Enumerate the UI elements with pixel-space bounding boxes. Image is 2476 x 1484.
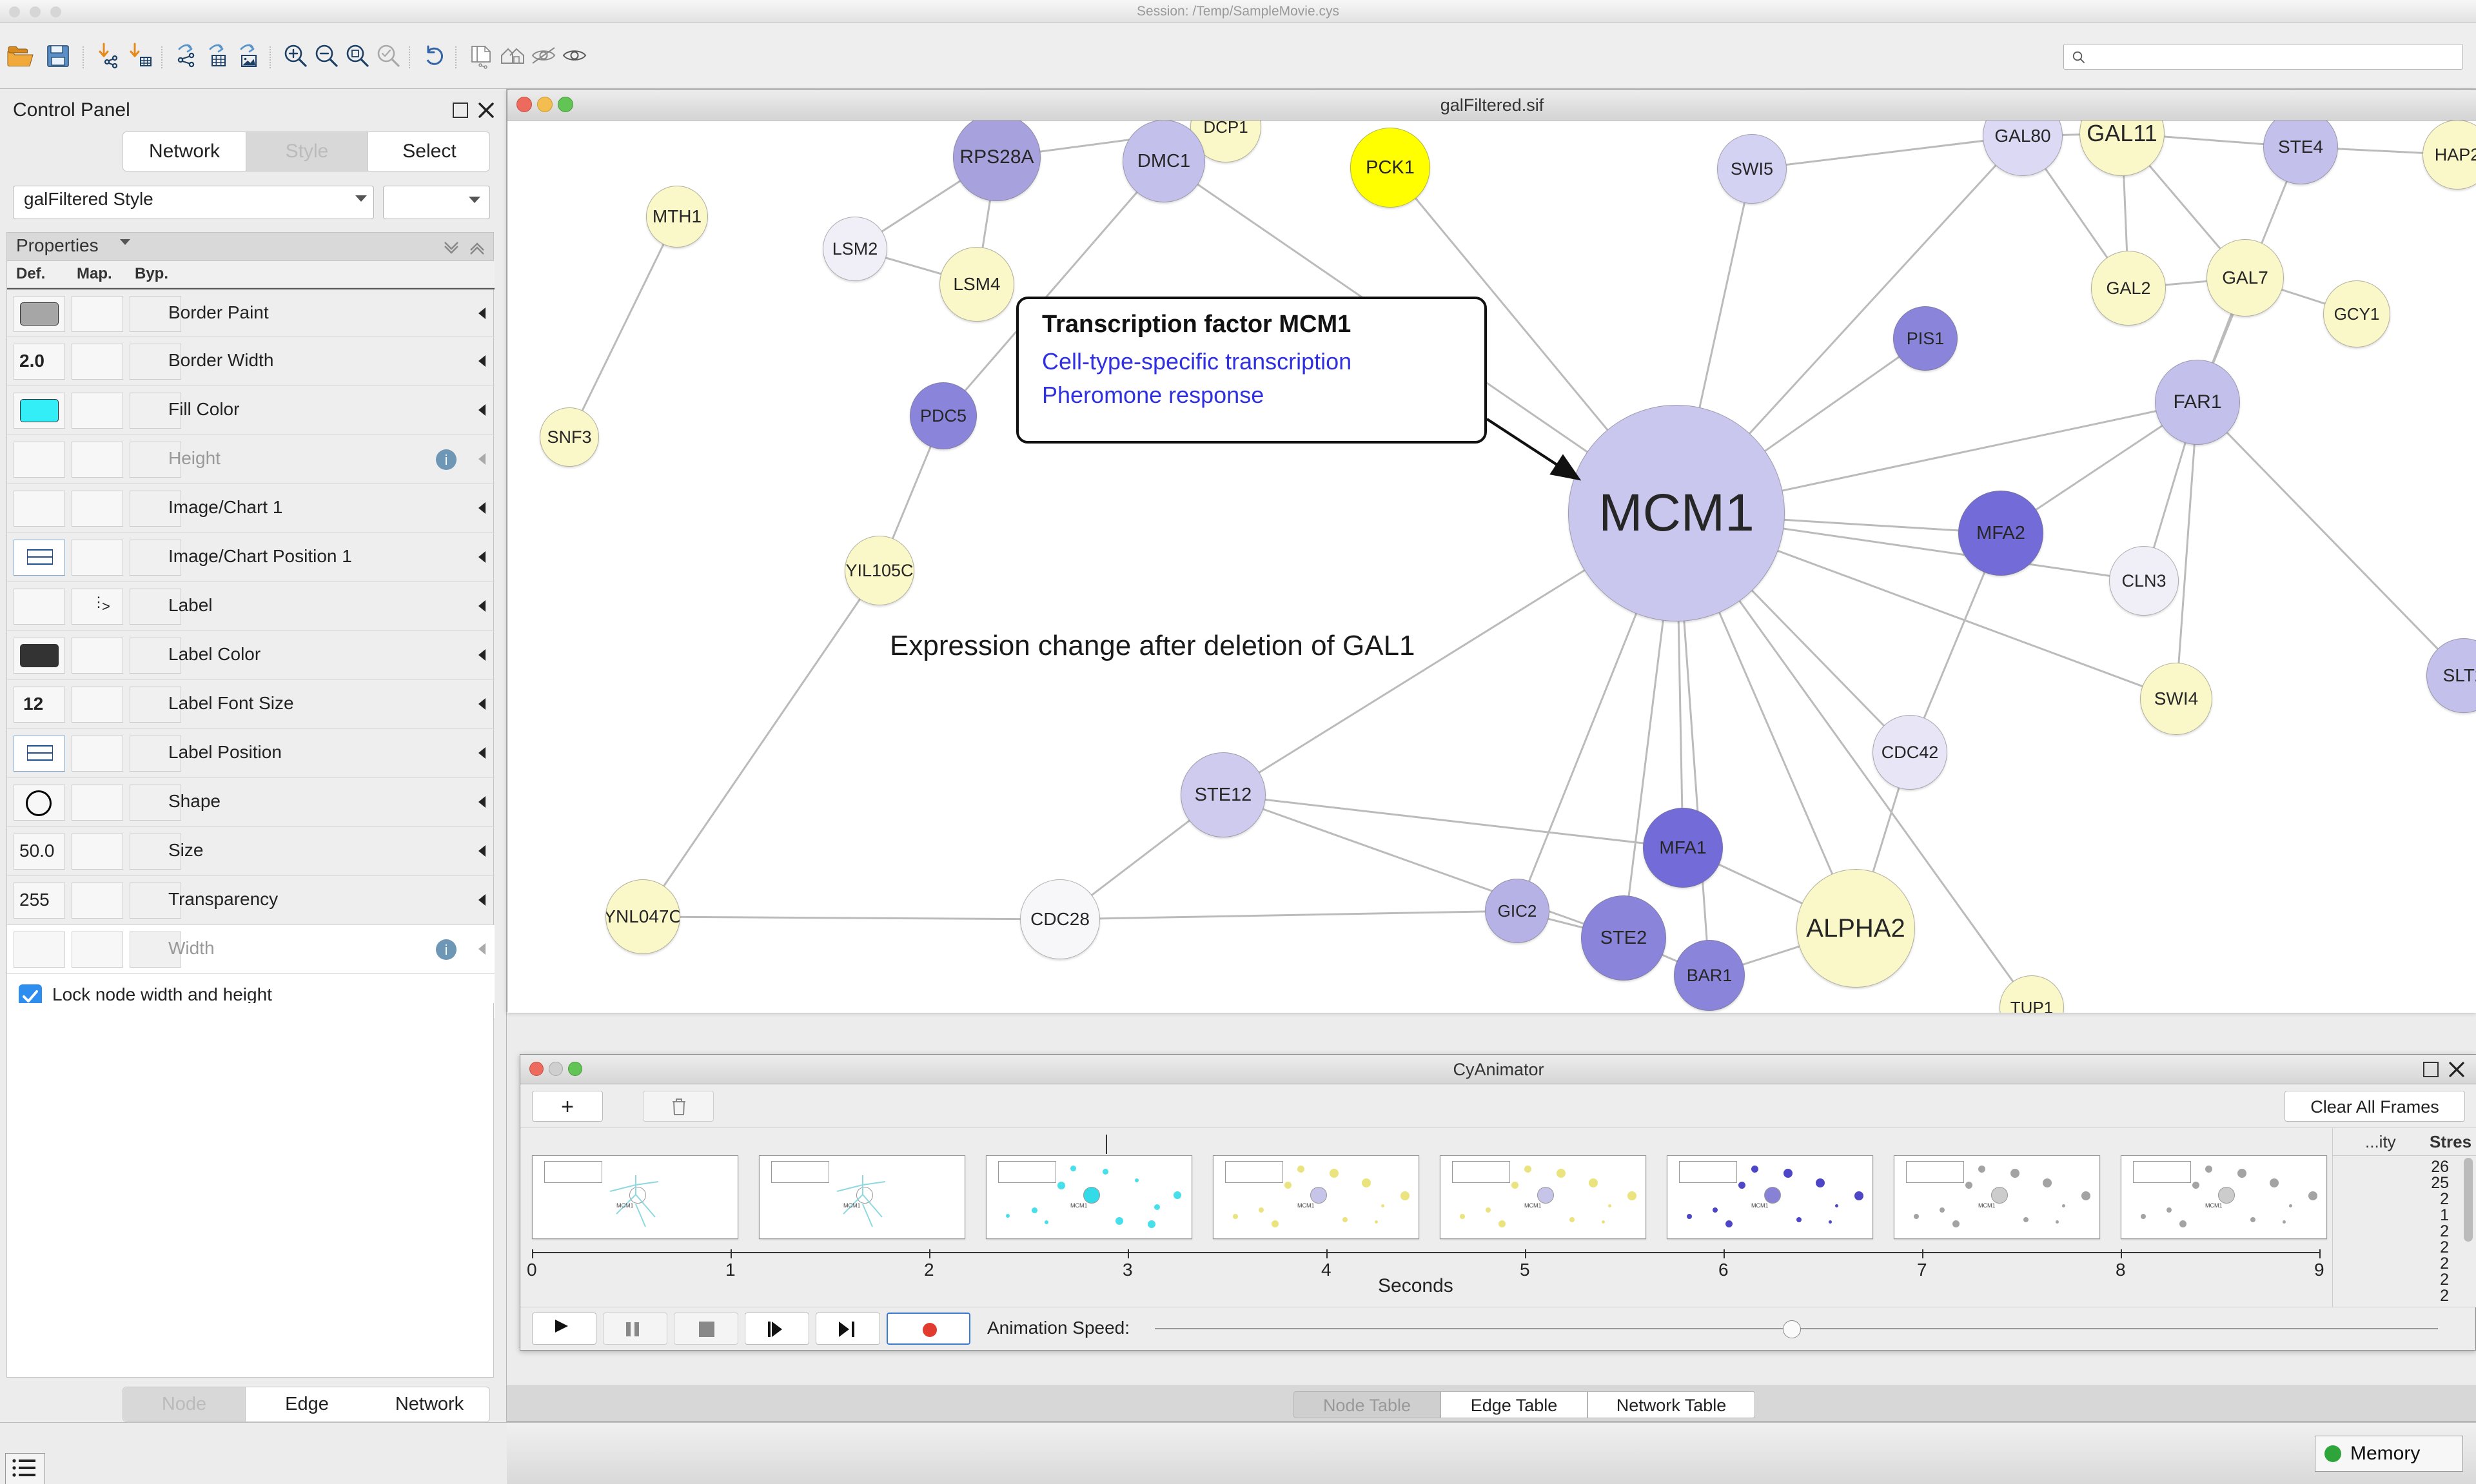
svg-text:i: i [445, 452, 448, 468]
svg-text:i: i [445, 942, 448, 958]
